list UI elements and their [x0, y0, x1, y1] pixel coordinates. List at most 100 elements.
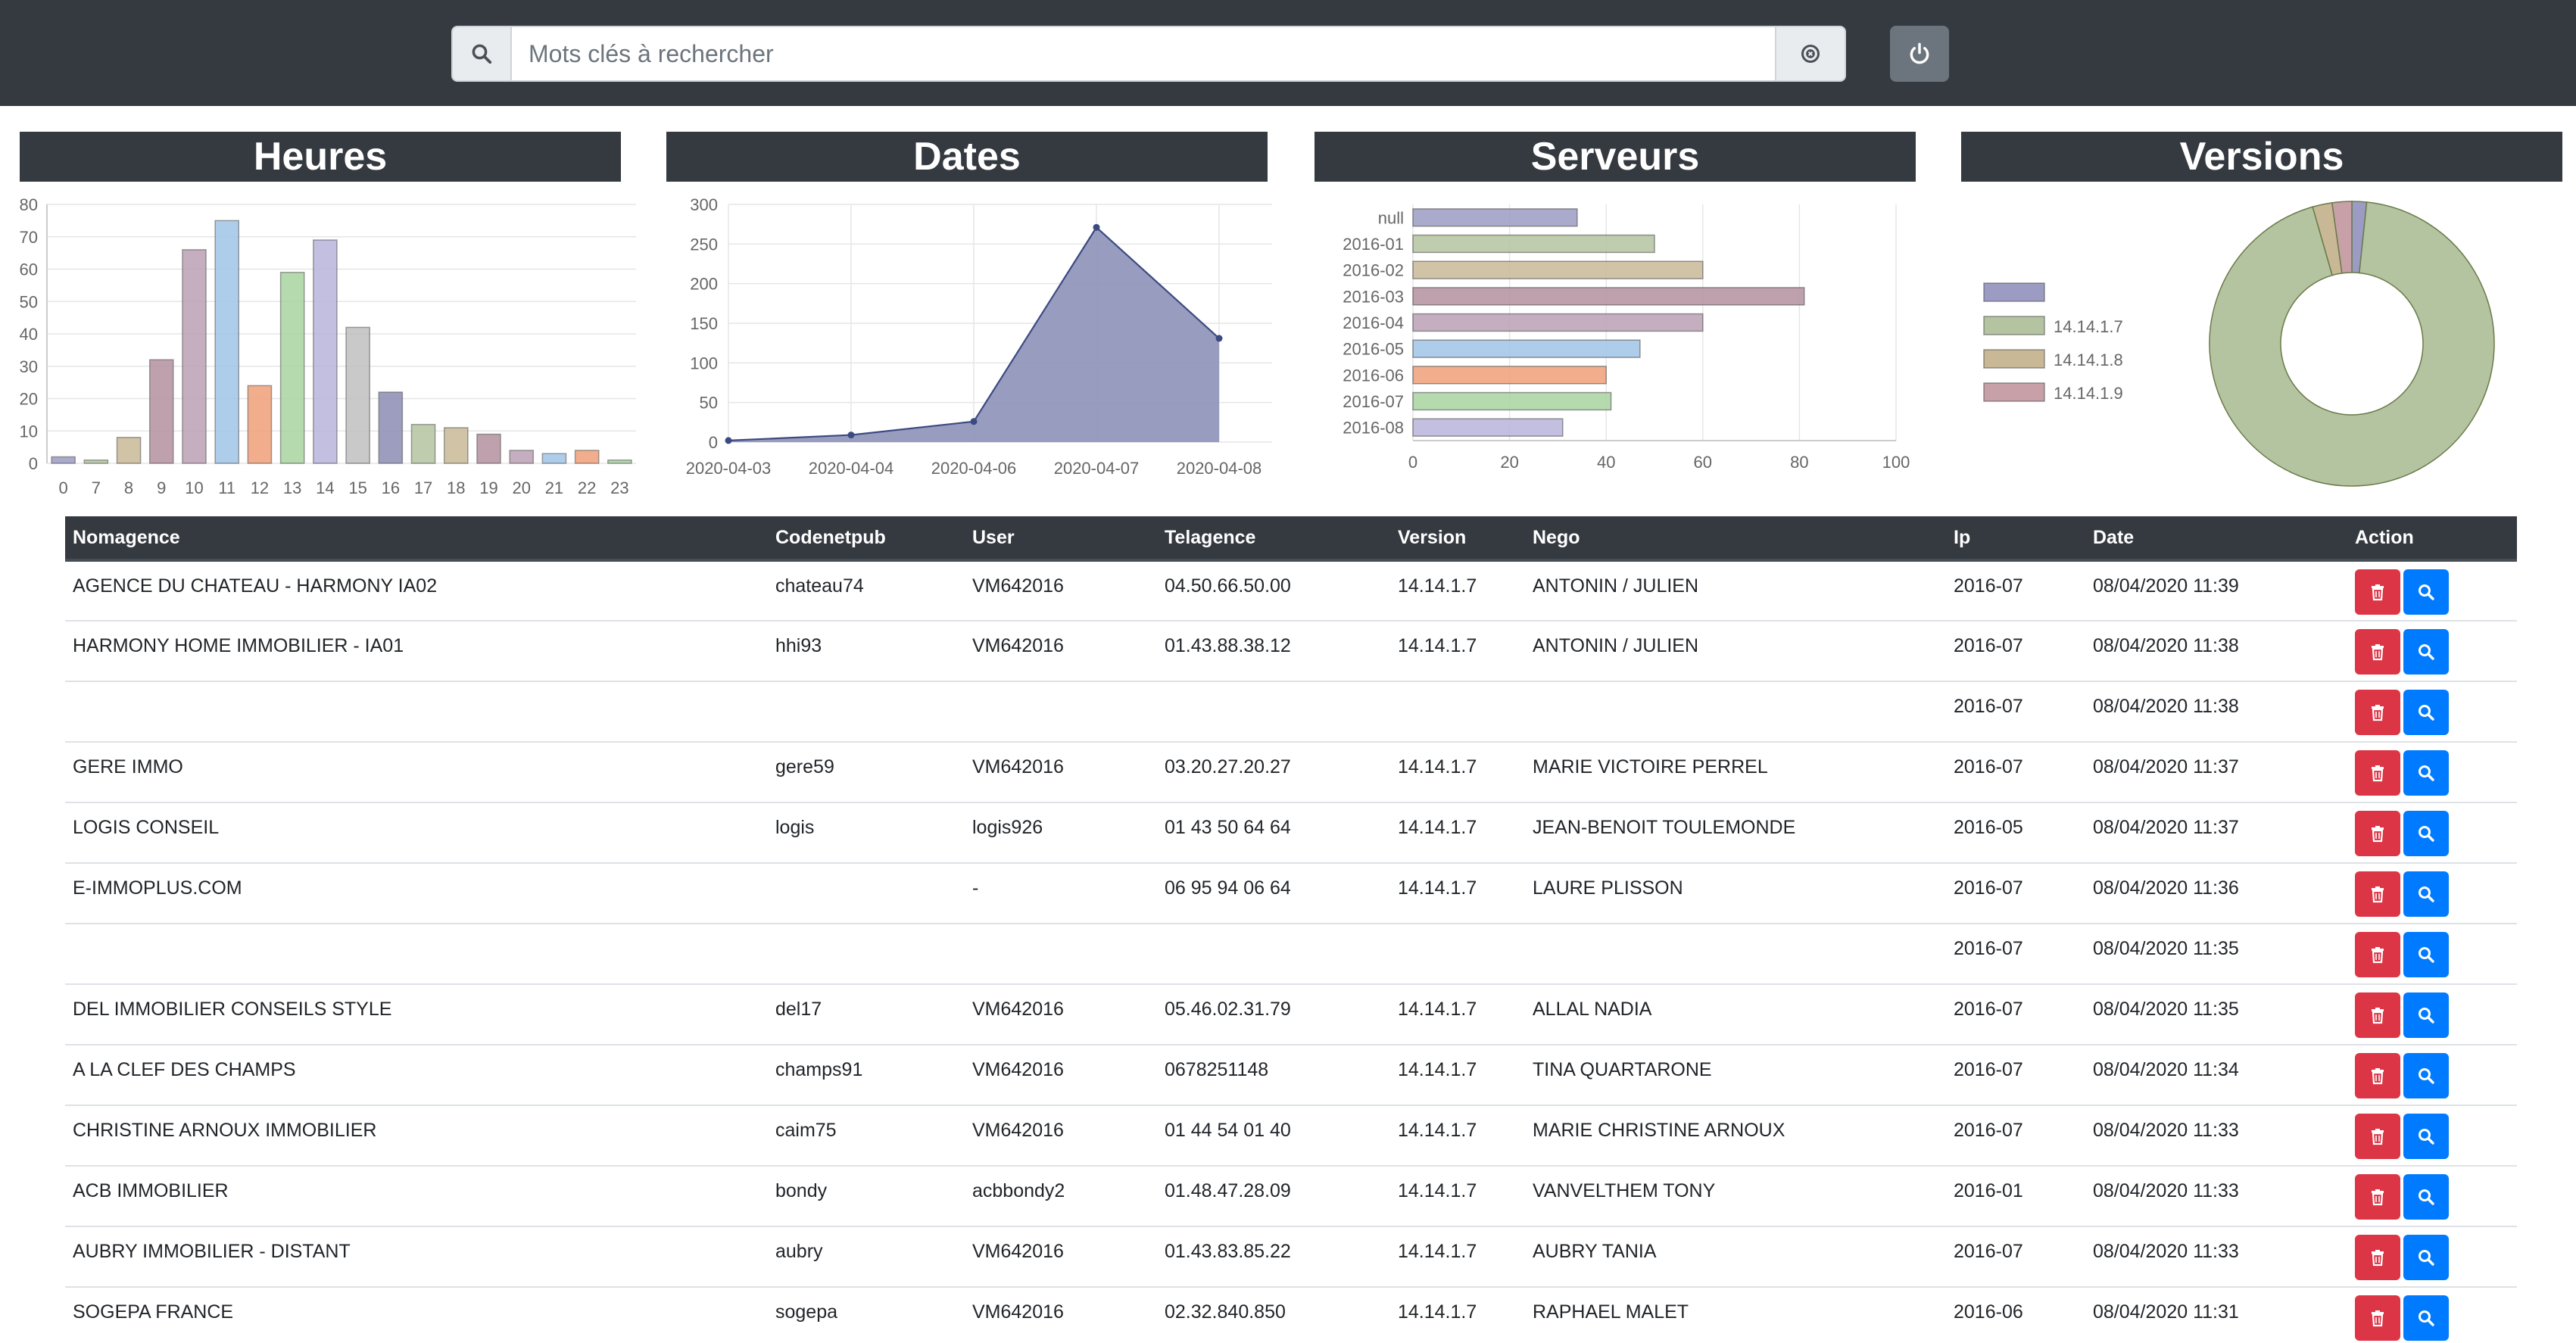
heures-xtick-label: 14 — [316, 478, 334, 497]
dates-point — [725, 437, 732, 444]
serveurs-ytick-label: 2016-03 — [1343, 287, 1404, 306]
heures-xtick-label: 9 — [157, 478, 166, 497]
column-header-codenetpub[interactable]: Codenetpub — [768, 516, 965, 562]
view-button[interactable] — [2403, 1235, 2449, 1280]
delete-button[interactable] — [2355, 1295, 2400, 1341]
delete-button[interactable] — [2355, 690, 2400, 735]
cell-user: VM642016 — [965, 1286, 1157, 1343]
cell-nego: MARIE VICTOIRE PERREL — [1525, 741, 1946, 802]
column-header-nego[interactable]: Nego — [1525, 516, 1946, 562]
column-header-date[interactable]: Date — [2085, 516, 2347, 562]
view-button[interactable] — [2403, 750, 2449, 796]
column-header-nomagence[interactable]: Nomagence — [65, 516, 768, 562]
delete-button[interactable] — [2355, 932, 2400, 977]
versions-legend-swatch — [1983, 382, 2045, 402]
column-header-action[interactable]: Action — [2347, 516, 2517, 562]
cell-version: 14.14.1.7 — [1390, 559, 1525, 621]
view-button[interactable] — [2403, 992, 2449, 1038]
dates-ytick-label: 100 — [690, 354, 718, 372]
column-header-telagence[interactable]: Telagence — [1157, 516, 1390, 562]
serveurs-xtick-label: 80 — [1790, 453, 1808, 472]
search-button[interactable] — [451, 26, 512, 82]
delete-button[interactable] — [2355, 569, 2400, 615]
clear-search-button[interactable] — [1775, 26, 1846, 82]
dates-area-chart: 0 50 100 150 200 250 300 2020-04-03 2020-04-04 20… — [686, 195, 1272, 478]
table-row: SOGEPA FRANCE sogepa VM642016 02.32.840.850… — [65, 1286, 2517, 1343]
logout-button[interactable] — [1890, 26, 1949, 82]
heures-ytick-label: 50 — [20, 292, 38, 311]
serveurs-bar — [1412, 418, 1564, 437]
delete-button[interactable] — [2355, 1174, 2400, 1220]
trash-icon — [2372, 584, 2384, 601]
trash-icon — [2372, 1189, 2384, 1206]
view-button[interactable] — [2403, 1053, 2449, 1098]
view-button[interactable] — [2403, 1114, 2449, 1159]
magnifier-icon — [2419, 1310, 2434, 1326]
view-button[interactable] — [2403, 932, 2449, 977]
serveurs-ytick-label: 2016-05 — [1343, 340, 1404, 359]
cell-date: 08/04/2020 11:33 — [2085, 1226, 2347, 1287]
delete-button[interactable] — [2355, 750, 2400, 796]
cell-ip: 2016-07 — [1946, 983, 2085, 1045]
delete-button[interactable] — [2355, 871, 2400, 917]
delete-button[interactable] — [2355, 811, 2400, 856]
cell-action — [2347, 620, 2517, 681]
view-button[interactable] — [2403, 871, 2449, 917]
delete-button[interactable] — [2355, 629, 2400, 675]
cell-nego — [1525, 923, 1946, 984]
heures-xtick-label: 10 — [185, 478, 203, 497]
table-row: ACB IMMOBILIER bondy acbbondy2 01.48.47.28.… — [65, 1165, 2517, 1226]
trash-icon — [2372, 887, 2384, 903]
view-button[interactable] — [2403, 811, 2449, 856]
cell-nomagence: LOGIS CONSEIL — [65, 802, 768, 863]
table-row: LOGIS CONSEIL logis logis926 01 43 50 64 64… — [65, 802, 2517, 863]
heures-xtick-label: 18 — [447, 478, 465, 497]
cell-version: 14.14.1.7 — [1390, 620, 1525, 681]
column-header-user[interactable]: User — [965, 516, 1157, 562]
heures-bar — [51, 456, 76, 464]
heures-bar — [214, 220, 240, 464]
table-row: AGENCE DU CHATEAU - HARMONY IA02 chateau7… — [65, 559, 2517, 621]
delete-button[interactable] — [2355, 992, 2400, 1038]
magnifier-icon — [2419, 947, 2434, 963]
delete-button[interactable] — [2355, 1235, 2400, 1280]
cell-version: 14.14.1.7 — [1390, 983, 1525, 1045]
view-button[interactable] — [2403, 1174, 2449, 1220]
cell-action — [2347, 559, 2517, 621]
cell-version: 14.14.1.7 — [1390, 802, 1525, 863]
view-button[interactable] — [2403, 690, 2449, 735]
cell-nomagence: HARMONY HOME IMMOBILIER - IA01 — [65, 620, 768, 681]
cell-ip: 2016-07 — [1946, 559, 2085, 621]
dates-area — [728, 227, 1219, 442]
dates-xtick-label: 2020-04-07 — [1054, 459, 1140, 478]
column-header-ip[interactable]: Ip — [1946, 516, 2085, 562]
cell-nego: MARIE CHRISTINE ARNOUX — [1525, 1105, 1946, 1166]
column-header-version[interactable]: Version — [1390, 516, 1525, 562]
cell-nego — [1525, 681, 1946, 742]
cell-ip: 2016-07 — [1946, 923, 2085, 984]
heures-ytick-label: 60 — [20, 260, 38, 279]
heures-ytick-label: 80 — [20, 195, 38, 214]
cell-telagence: 04.50.66.50.00 — [1157, 559, 1390, 621]
panel-title-heures: Heures — [20, 132, 621, 182]
serveurs-bar — [1412, 234, 1655, 254]
view-button[interactable] — [2403, 629, 2449, 675]
cell-codenetpub: del17 — [768, 983, 965, 1045]
search-input[interactable] — [512, 26, 1775, 82]
power-icon — [1910, 42, 1929, 64]
serveurs-bar — [1412, 366, 1607, 385]
delete-button[interactable] — [2355, 1114, 2400, 1159]
delete-button[interactable] — [2355, 1053, 2400, 1098]
cell-user — [965, 681, 1157, 742]
cell-nego: ALLAL NADIA — [1525, 983, 1946, 1045]
cell-version: 14.14.1.7 — [1390, 862, 1525, 924]
magnifier-icon — [2419, 1068, 2434, 1084]
cell-nomagence: DEL IMMOBILIER CONSEILS STYLE — [65, 983, 768, 1045]
cell-action — [2347, 802, 2517, 863]
view-button[interactable] — [2403, 1295, 2449, 1341]
cell-nego: AUBRY TANIA — [1525, 1226, 1946, 1287]
trash-icon — [2372, 1310, 2384, 1327]
cell-nomagence — [65, 923, 768, 984]
view-button[interactable] — [2403, 569, 2449, 615]
cell-telagence: 01 43 50 64 64 — [1157, 802, 1390, 863]
